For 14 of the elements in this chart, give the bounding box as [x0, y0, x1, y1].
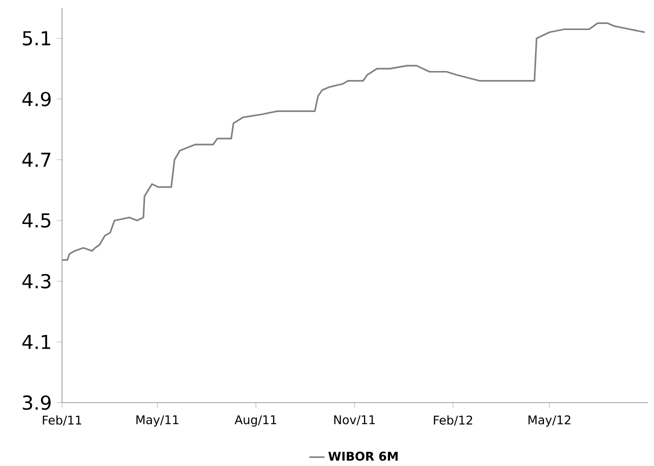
x-tick-label: Nov/11: [334, 415, 375, 426]
x-tick-label: May/11: [136, 415, 178, 427]
x-tick-label: Feb/11: [42, 415, 82, 426]
y-tick-label: 4.9: [22, 92, 51, 106]
y-tick-label: 3.9: [22, 395, 51, 410]
y-tick-label: 4.1: [22, 334, 50, 349]
y-tick-label: 4.7: [22, 152, 50, 167]
x-tick-label: May/12: [528, 415, 570, 427]
x-tick-label: Feb/12: [434, 415, 472, 426]
legend-label: WIBOR 6M: [328, 452, 398, 461]
y-tick-label: 4.5: [22, 213, 50, 228]
y-tick-label: 5.1: [22, 31, 50, 46]
x-tick-label: Aug/11: [234, 415, 276, 427]
y-tick-label: 4.3: [22, 274, 50, 288]
